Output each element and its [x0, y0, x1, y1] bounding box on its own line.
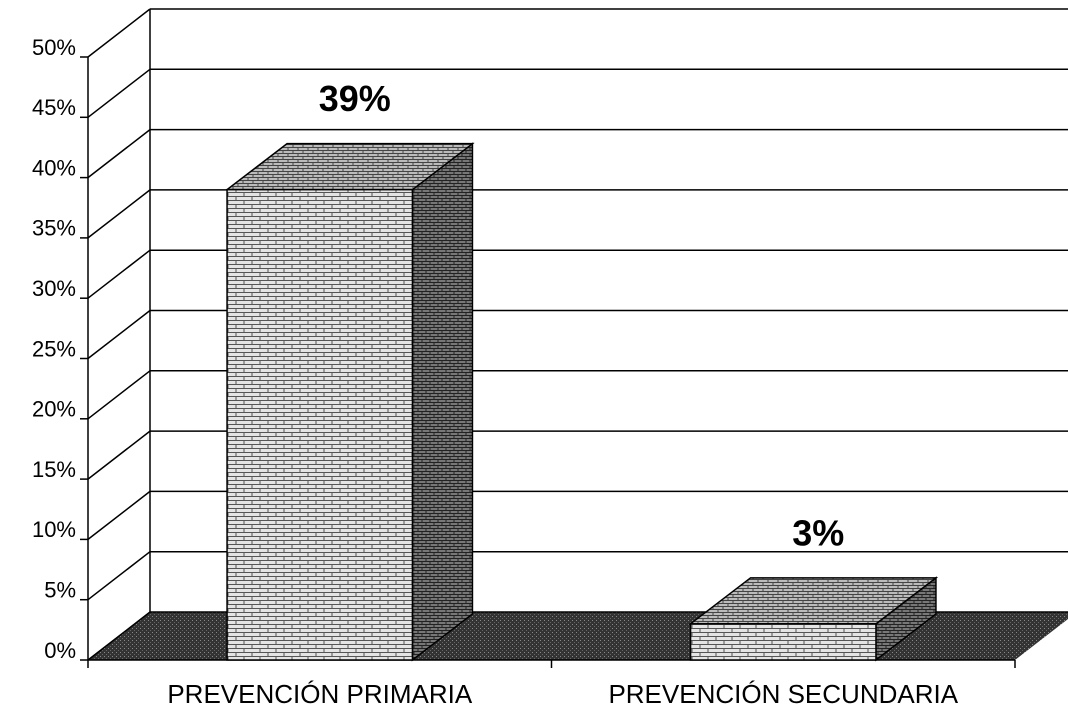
bar-side — [411, 142, 474, 662]
x-tick-label: PREVENCIÓN PRIMARIA — [167, 679, 472, 709]
y-tick-label: 0% — [44, 638, 76, 663]
y-tick-label: 20% — [32, 397, 76, 422]
y-tick-label: 15% — [32, 457, 76, 482]
side-grid-line — [87, 490, 151, 540]
side-grid-line — [87, 249, 151, 299]
bar — [689, 623, 877, 661]
y-tick-label: 25% — [32, 336, 76, 361]
y-tick-label: 35% — [32, 216, 76, 241]
side-grid-line — [87, 551, 151, 601]
side-grid-line — [87, 8, 151, 58]
bar — [226, 188, 414, 661]
value-label: 3% — [792, 512, 844, 553]
y-tick-label: 40% — [32, 155, 76, 180]
value-label: 39% — [319, 78, 391, 119]
side-grid-line — [87, 68, 151, 118]
side-grid-line — [87, 189, 151, 239]
y-tick-label: 50% — [32, 35, 76, 60]
y-tick-label: 10% — [32, 517, 76, 542]
side-grid-line — [87, 430, 151, 480]
side-grid-line — [87, 309, 151, 360]
x-tick-label: PREVENCIÓN SECUNDARIA — [608, 679, 958, 709]
y-tick-label: 30% — [32, 276, 76, 301]
y-tick-label: 45% — [32, 95, 76, 120]
side-grid-line — [87, 370, 151, 420]
y-tick-label: 5% — [44, 578, 76, 603]
side-grid-line — [87, 611, 151, 661]
side-grid-line — [87, 129, 151, 179]
